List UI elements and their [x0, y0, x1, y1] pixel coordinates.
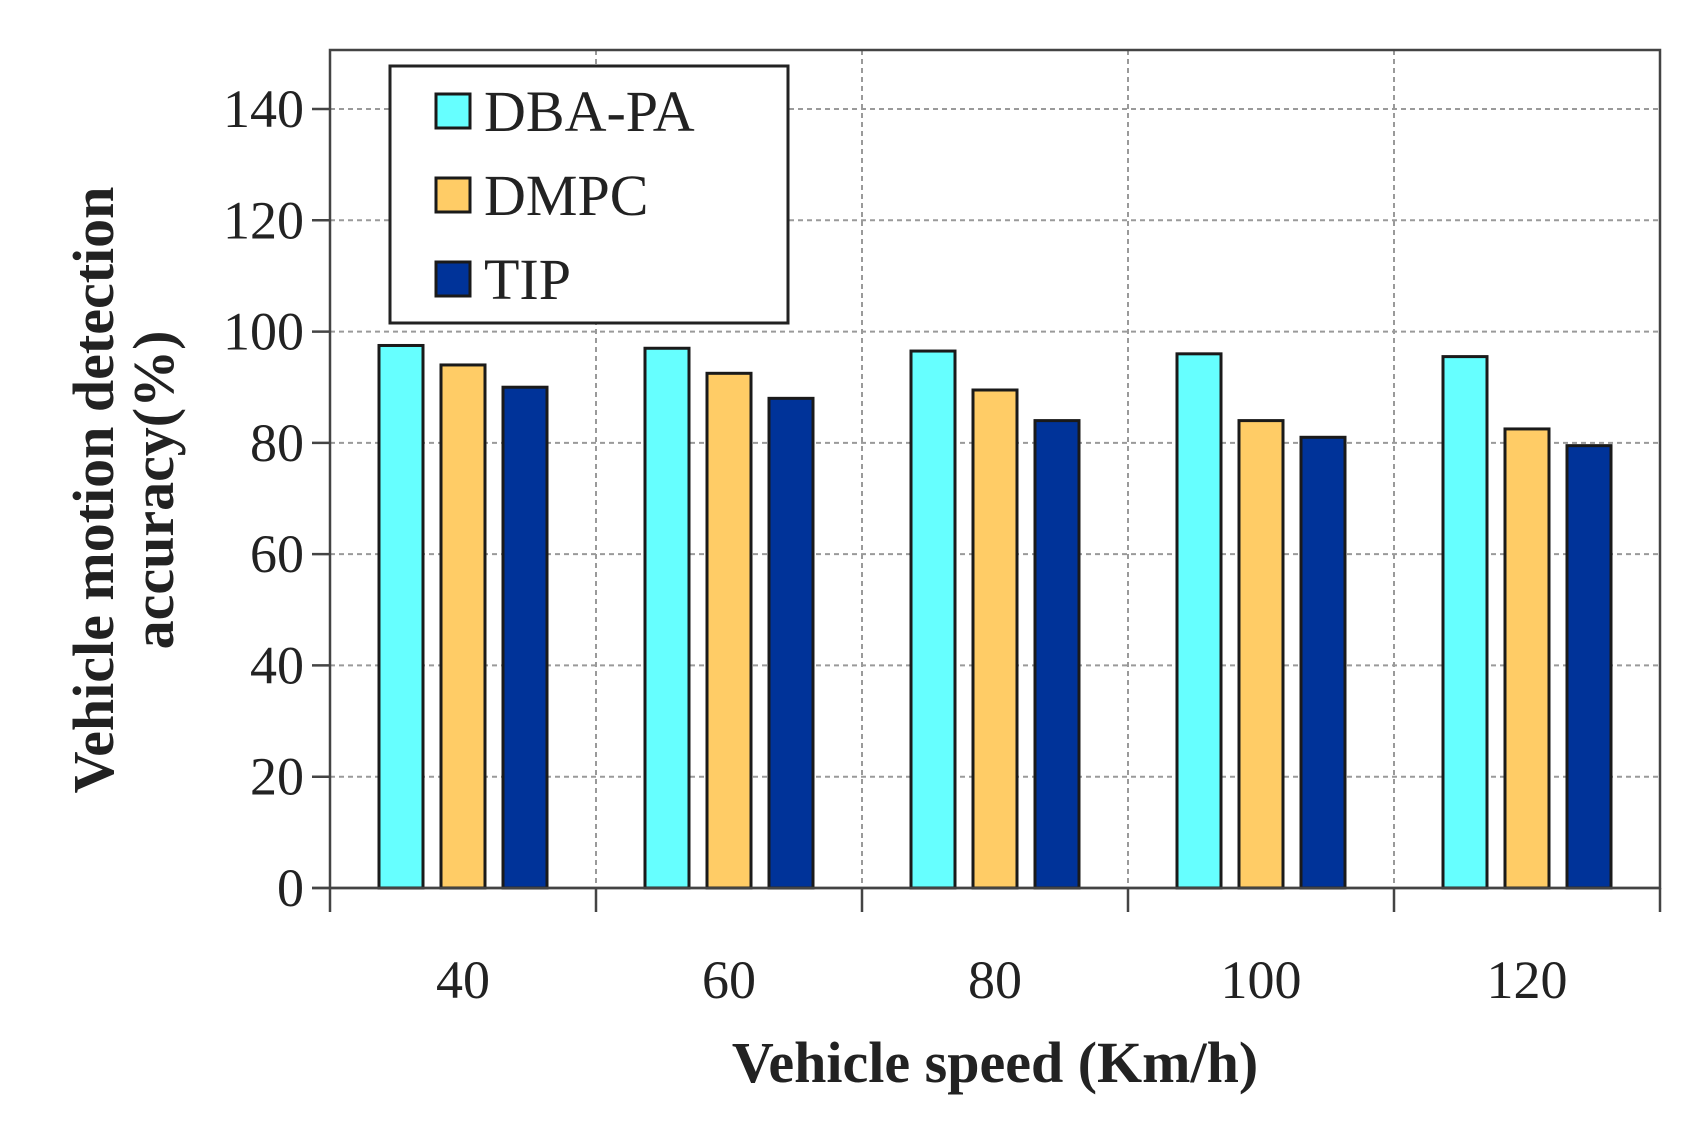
x-tick-label-40: 40	[436, 950, 490, 1010]
x-tick-label-60: 60	[702, 950, 756, 1010]
y-tick-label-120: 120	[223, 190, 304, 250]
y-axis-ticks: 0 20 40 60 80 100 120 140	[223, 79, 330, 918]
y-tick-label-140: 140	[223, 79, 304, 139]
x-tick-label-80: 80	[968, 950, 1022, 1010]
legend-label-dmpc: DMPC	[484, 163, 648, 228]
y-tick-label-80: 80	[250, 413, 304, 473]
bar-dmpc-100	[1237, 419, 1285, 890]
bar-tip-120	[1565, 444, 1613, 890]
y-axis-title-line-1: Vehicle motion detection	[61, 187, 126, 794]
y-tick-label-0: 0	[277, 858, 304, 918]
legend-label-dba-pa: DBA-PA	[484, 79, 695, 144]
y-tick-label-100: 100	[223, 302, 304, 362]
x-tick-label-100: 100	[1221, 950, 1302, 1010]
y-axis-title: Vehicle motion detection accuracy(%)	[61, 187, 186, 794]
y-tick-label-40: 40	[250, 635, 304, 695]
bar-tip-100	[1299, 435, 1347, 890]
bar-dba-pa-120	[1441, 355, 1489, 890]
x-axis-ticks: 40 60 80 100 120	[328, 888, 1662, 1010]
bar-dmpc-120	[1503, 427, 1551, 890]
legend-label-tip: TIP	[484, 247, 571, 312]
grid-lines	[330, 50, 1660, 888]
bar-dba-pa-100	[1175, 352, 1223, 890]
x-tick-label-120: 120	[1487, 950, 1568, 1010]
legend: DBA-PA DMPC TIP	[388, 64, 790, 325]
plot-frame	[328, 48, 1662, 890]
legend-swatch-tip	[434, 260, 472, 298]
bar-tip-80	[1033, 419, 1081, 890]
bar-dba-pa-40	[377, 343, 425, 890]
x-axis-title: Vehicle speed (Km/h)	[732, 1030, 1258, 1095]
bar-dmpc-60	[705, 371, 753, 890]
bar-tip-60	[767, 396, 815, 890]
y-tick-label-60: 60	[250, 524, 304, 584]
y-axis-title-line-2: accuracy(%)	[121, 331, 186, 650]
legend-swatch-dba-pa	[434, 92, 472, 130]
bar-dba-pa-60	[643, 346, 691, 890]
bar-tip-40	[501, 385, 549, 890]
bar-dmpc-40	[439, 363, 487, 890]
y-tick-label-20: 20	[250, 747, 304, 807]
bar-dmpc-80	[971, 388, 1019, 890]
legend-swatch-dmpc	[434, 176, 472, 214]
bar-dba-pa-80	[909, 349, 957, 890]
bars	[312, 343, 1660, 890]
